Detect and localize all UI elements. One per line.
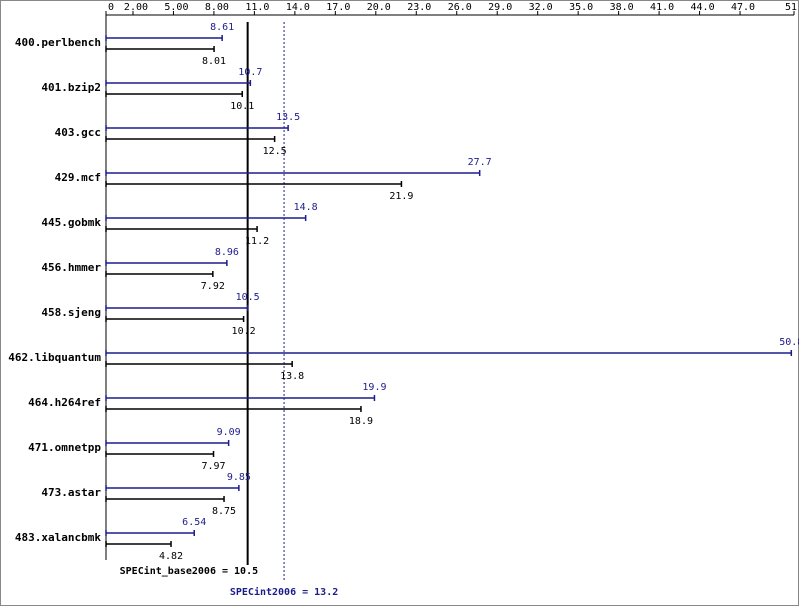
category-label: 429.mcf	[55, 171, 101, 184]
x-tick-label: 23.0	[407, 2, 431, 13]
value-label: 9.85	[227, 472, 251, 483]
x-tick-label: 11.0	[245, 2, 269, 13]
value-label: 7.92	[201, 281, 225, 292]
bar	[105, 80, 252, 86]
value-label: 7.97	[201, 461, 225, 472]
x-tick-label: 38.0	[610, 2, 634, 13]
value-label: 8.01	[202, 56, 226, 67]
bar	[105, 35, 223, 41]
value-label: 10.5	[236, 292, 260, 303]
x-tick-label: 0	[108, 2, 114, 13]
x-tick-label: 32.0	[529, 2, 553, 13]
bar	[105, 395, 376, 401]
bar	[105, 305, 249, 311]
x-tick-label: 51.0	[785, 2, 799, 13]
bar	[105, 271, 214, 277]
value-label: 14.8	[294, 202, 318, 213]
category-label: 471.omnetpp	[28, 441, 101, 454]
value-label: 10.7	[238, 67, 262, 78]
value-label: 8.96	[215, 247, 239, 258]
bar	[105, 350, 793, 356]
bar	[105, 215, 307, 221]
value-label: 27.7	[468, 157, 492, 168]
bar	[105, 440, 230, 446]
bar	[105, 226, 258, 232]
value-label: 13.8	[280, 371, 304, 382]
value-label: 10.1	[230, 101, 254, 112]
bar	[105, 170, 481, 176]
category-label: 400.perlbench	[15, 36, 101, 49]
value-label: 4.82	[159, 551, 183, 562]
x-tick-label: 47.0	[731, 2, 755, 13]
x-tick-label: 26.0	[448, 2, 472, 13]
bar	[105, 125, 289, 131]
category-label: 462.libquantum	[8, 351, 101, 364]
x-tick-label: 2.00	[124, 2, 148, 13]
value-label: 6.54	[182, 517, 206, 528]
bar	[105, 46, 215, 52]
bar	[105, 91, 244, 97]
x-tick-label: 29.0	[488, 2, 512, 13]
x-tick-label: 5.00	[164, 2, 188, 13]
peak-mean-label: SPECint2006 = 13.2	[230, 586, 338, 598]
category-label: 458.sjeng	[41, 306, 101, 319]
x-tick-label: 14.0	[286, 2, 310, 13]
category-label: 403.gcc	[55, 126, 101, 139]
value-label: 19.9	[362, 382, 386, 393]
x-tick-label: 8.00	[205, 2, 229, 13]
bar	[105, 530, 195, 536]
value-label: 11.2	[245, 236, 269, 247]
value-label: 8.75	[212, 506, 236, 517]
value-label: 10.2	[232, 326, 256, 337]
value-label: 8.61	[210, 22, 234, 33]
value-label: 50.8	[779, 337, 799, 348]
x-tick-label: 41.0	[650, 2, 674, 13]
bar	[105, 451, 215, 457]
bar	[105, 406, 362, 412]
x-tick-label: 20.0	[367, 2, 391, 13]
base-mean-label: SPECint_base2006 = 10.5	[120, 565, 258, 577]
bar	[105, 181, 403, 187]
value-label: 9.09	[217, 427, 241, 438]
bar	[105, 496, 225, 502]
category-label: 464.h264ref	[28, 396, 101, 409]
category-label: 483.xalancbmk	[15, 531, 101, 544]
bar	[105, 260, 228, 266]
category-label: 445.gobmk	[41, 216, 101, 229]
bar	[105, 316, 245, 322]
x-tick-label: 17.0	[326, 2, 350, 13]
x-tick-label: 44.0	[691, 2, 715, 13]
bar	[105, 541, 172, 547]
bar	[105, 485, 240, 491]
value-label: 21.9	[389, 191, 413, 202]
x-tick-label: 35.0	[569, 2, 593, 13]
bar	[105, 136, 276, 142]
category-label: 473.astar	[41, 486, 101, 499]
value-label: 18.9	[349, 416, 373, 427]
category-label: 401.bzip2	[41, 81, 101, 94]
bar	[105, 361, 293, 367]
category-label: 456.hmmer	[41, 261, 101, 274]
value-label: 13.5	[276, 112, 300, 123]
value-label: 12.5	[263, 146, 287, 157]
